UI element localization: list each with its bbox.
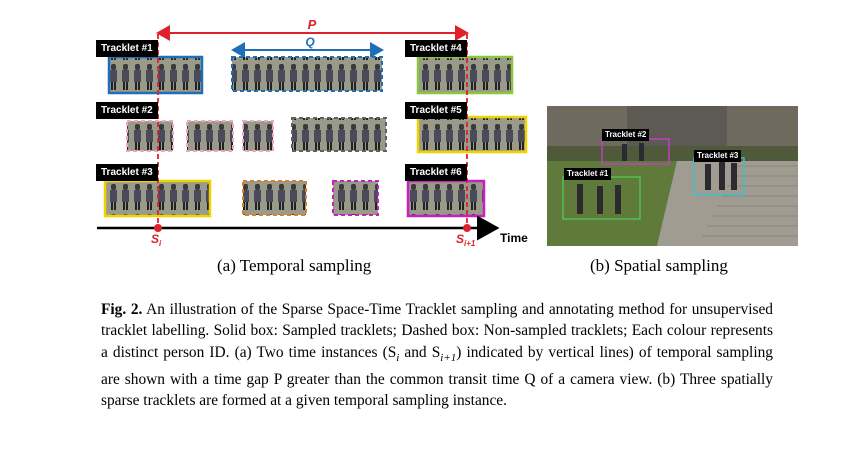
tracklet-magenta-dashed bbox=[332, 180, 379, 216]
si1-dot bbox=[463, 224, 471, 232]
spatial-tracklet-1-tag: Tracklet #1 bbox=[564, 168, 612, 180]
p-label: P bbox=[308, 17, 317, 32]
q-label: Q bbox=[305, 35, 315, 49]
si1-label: Si+1 bbox=[456, 232, 476, 248]
tracklet-3-tag: Tracklet #3 bbox=[96, 164, 158, 181]
tracklet-4-box bbox=[416, 55, 514, 95]
tracklet-2-box bbox=[126, 120, 174, 152]
tracklet-pink-3 bbox=[242, 120, 274, 152]
tracklet-gray bbox=[291, 117, 387, 152]
si-label: Si bbox=[151, 232, 162, 248]
tracklet-6-box bbox=[406, 179, 486, 218]
tracklet-1-tag: Tracklet #1 bbox=[96, 40, 158, 57]
tracklet-2-tag: Tracklet #2 bbox=[96, 102, 158, 119]
spatial-tracklet-3-tag: Tracklet #3 bbox=[694, 150, 742, 162]
temporal-sampling-diagram: P Q Si Si+1 Time bbox=[97, 17, 528, 248]
time-label: Time bbox=[500, 231, 528, 245]
caption-text-3: ) indicated by vertical lines) of tempor… bbox=[101, 343, 773, 410]
tracklet-q-box bbox=[231, 56, 383, 92]
tracklet-5-box bbox=[416, 115, 528, 154]
tracklet-orange bbox=[242, 180, 307, 216]
caption-label: Fig. 2. bbox=[101, 301, 143, 318]
tracklet-5-tag: Tracklet #5 bbox=[405, 102, 467, 119]
tracklet-6-tag: Tracklet #6 bbox=[405, 164, 467, 181]
si-dot bbox=[154, 224, 162, 232]
spatial-tracklet-2-tag: Tracklet #2 bbox=[602, 129, 650, 141]
caption-text: An illustration of the Sparse Space-Time… bbox=[101, 301, 773, 361]
tracklet-4-tag: Tracklet #4 bbox=[405, 40, 467, 57]
figure-caption: Fig. 2. An illustration of the Sparse Sp… bbox=[101, 301, 773, 410]
tracklet-pink-2 bbox=[186, 120, 234, 152]
subcaption-b: (b) Spatial sampling bbox=[590, 256, 728, 275]
tracklet-1-box bbox=[107, 55, 204, 95]
caption-text-2: and S bbox=[399, 343, 441, 361]
subcaption-a: (a) Temporal sampling bbox=[217, 256, 372, 275]
